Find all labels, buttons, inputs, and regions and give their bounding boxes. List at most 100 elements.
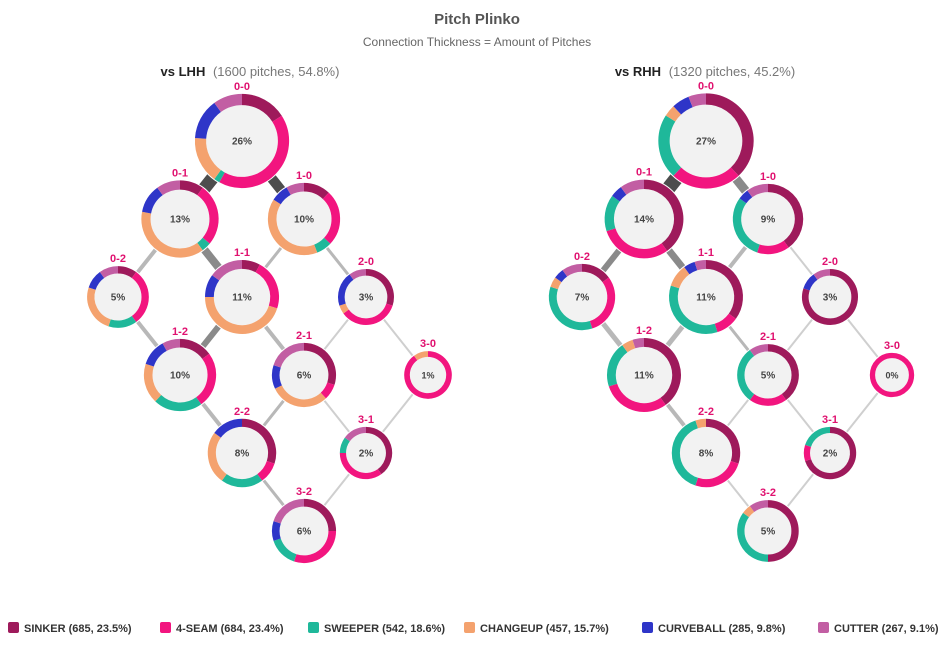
segment-changeup [670,267,690,289]
segment-sinker [303,498,337,532]
node-center [150,189,210,249]
count-node-0-0[interactable]: 26% 0-0 [193,81,291,190]
count-node-3-1[interactable]: 2% 3-1 [338,414,394,481]
segment-cutter [157,180,181,196]
segment-cutter [214,93,243,113]
segment-cutter [562,263,583,277]
node-count-label: 0-2 [574,251,590,263]
legend-item-sweeper[interactable]: SWEEPER (542, 18.6%) [308,622,445,635]
segment-cutter [632,338,645,349]
segment-sinker [705,418,741,464]
segment-changeup [267,199,318,256]
node-center [152,347,208,403]
segment-curveball [673,96,693,115]
segment-changeup [143,363,162,402]
segment-sinker [303,182,329,200]
legend-label: CURVEBALL (285, 9.8%) [658,623,786,635]
segment-sweeper [221,473,263,488]
segment-cutter [747,183,769,198]
segment-curveball [214,418,243,438]
segment-sweeper [108,315,137,328]
node-center [346,433,386,473]
segment-sinker [767,183,804,248]
node-count-label: 2-2 [698,406,714,418]
node-center [669,104,743,178]
legend-item-cutter[interactable]: CUTTER (267, 9.1%) [818,622,939,635]
node-pct-label: 5% [761,371,776,382]
node-count-label: 3-2 [296,486,312,498]
segment-changeup [413,351,429,361]
legend-label: CHANGEUP (457, 15.7%) [480,623,609,635]
node-count-label: 2-1 [760,331,776,343]
node-pct-label: 3% [823,293,838,304]
segment-sweeper [339,437,350,454]
count-node-1-0[interactable]: 9% 1-0 [731,171,805,256]
segment-sweeper [669,285,718,334]
segment-changeup [141,211,203,258]
legend-label: SINKER (685, 23.5%) [24,623,132,635]
count-node-0-2[interactable]: 7% 0-2 [547,251,617,332]
count-node-0-2[interactable]: 5% 0-2 [86,253,150,329]
segment-curveball [271,521,281,541]
count-node-3-2[interactable]: 5% 3-2 [736,487,800,563]
segment-curveball [612,187,627,202]
count-node-2-0[interactable]: 3% 2-0 [337,256,395,326]
count-node-0-1[interactable]: 14% 0-1 [603,167,685,260]
count-node-2-1[interactable]: 6% 2-1 [270,330,338,409]
legend-swatch [8,622,19,633]
node-count-label: 0-1 [636,167,652,179]
segment-four_seam [195,353,217,405]
count-node-1-1[interactable]: 11% 1-1 [668,247,744,335]
segment-four_seam [695,460,739,488]
node-count-label: 0-0 [698,80,714,92]
node-pct-label: 11% [696,293,716,304]
segment-changeup [207,432,227,481]
legend-item-curveball[interactable]: CURVEBALL (285, 9.8%) [642,622,786,635]
node-pct-label: 11% [634,371,654,382]
segment-curveball [194,102,222,140]
legend-item-changeup[interactable]: CHANGEUP (457, 15.7%) [464,622,609,635]
segment-four_seam [322,192,341,244]
segment-sinker [179,338,210,360]
node-pct-label: 2% [823,449,838,460]
segment-sweeper [155,394,202,412]
node-pct-label: 13% [170,215,190,226]
count-node-3-2[interactable]: 6% 3-2 [270,486,338,565]
count-node-1-2[interactable]: 11% 1-2 [606,325,682,413]
count-node-0-1[interactable]: 13% 0-1 [140,167,220,259]
count-node-1-2[interactable]: 10% 1-2 [142,326,218,413]
segment-sinker [581,263,609,283]
count-node-0-0[interactable]: 27% 0-0 [657,80,755,190]
segment-curveball [271,365,282,389]
segment-cutter [749,500,769,513]
segment-sinker [643,338,681,405]
segment-cutter [749,344,769,357]
count-node-1-0[interactable]: 10% 1-0 [266,170,342,257]
segment-four_seam [606,228,668,259]
count-node-2-1[interactable]: 5% 2-1 [736,331,800,407]
node-pct-label: 10% [170,371,190,382]
node-count-label: 1-1 [698,247,714,259]
legend-item-sinker[interactable]: SINKER (685, 23.5%) [8,622,132,635]
count-node-3-0[interactable]: 0% 3-0 [868,340,916,399]
count-node-1-1[interactable]: 11% 1-1 [204,247,280,335]
panel-title-rhh-detail: (1320 pitches, 45.2%) [669,64,795,79]
chart-subtitle: Connection Thickness = Amount of Pitches [363,35,591,49]
count-node-3-0[interactable]: 1% 3-0 [403,338,453,400]
segment-four_seam [197,187,219,244]
count-node-2-2[interactable]: 8% 2-2 [206,406,278,489]
count-node-3-1[interactable]: 2% 3-1 [802,414,858,481]
node-pct-label: 27% [696,137,716,148]
node-count-label: 3-1 [822,414,838,426]
segment-sweeper [214,169,225,183]
count-node-2-2[interactable]: 8% 2-2 [670,406,742,489]
segment-four_seam [404,351,452,399]
segment-cutter [212,260,243,281]
panel-title-lhh-detail: (1600 pitches, 54.8%) [213,64,339,79]
node-center [213,268,271,326]
legend-item-four_seam[interactable]: 4-SEAM (684, 23.4%) [160,622,284,635]
count-node-2-0[interactable]: 3% 2-0 [801,256,859,326]
segment-four_seam [257,460,275,481]
legend-swatch [464,622,475,633]
